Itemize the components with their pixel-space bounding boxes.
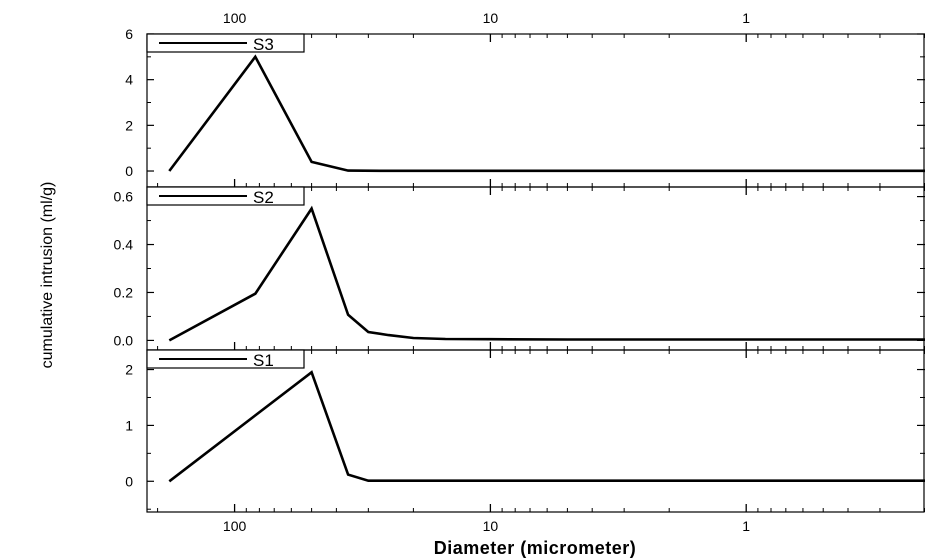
y-tick-label: 0 bbox=[125, 473, 133, 489]
top-x-tick-label: 100 bbox=[223, 10, 247, 26]
x-axis-title: Diameter (micrometer) bbox=[434, 538, 637, 558]
y-tick-label: 0 bbox=[125, 163, 133, 179]
y-tick-label: 1 bbox=[125, 417, 133, 433]
y-tick-label: 0.2 bbox=[114, 284, 134, 300]
top-x-tick-label: 1 bbox=[742, 10, 750, 26]
panel-top: 0 2 4 6 S3 bbox=[125, 26, 925, 188]
y-tick-label: 6 bbox=[125, 26, 133, 42]
panel-frame bbox=[146, 186, 925, 351]
series-line-s3 bbox=[168, 54, 925, 173]
y-axis-title: cumulative intrusion (ml/g) bbox=[39, 182, 56, 369]
chart-panels: 0 2 4 6 S3 0.0 0.2 0.4 0.6 S2 0 1 2 S1 bbox=[114, 26, 925, 513]
y-tick-label: 0.4 bbox=[114, 237, 134, 253]
legend-label: S2 bbox=[253, 188, 274, 207]
panel-bottom: 0 1 2 S1 bbox=[125, 349, 925, 513]
legend-s3: S3 bbox=[146, 33, 305, 54]
panel-frame bbox=[146, 349, 925, 513]
bottom-x-tick-label: 100 bbox=[223, 518, 247, 534]
legend-label: S1 bbox=[253, 351, 274, 370]
y-tick-label: 2 bbox=[125, 117, 133, 133]
y-tick-label: 0.0 bbox=[114, 332, 134, 348]
y-tick-label: 4 bbox=[125, 72, 133, 88]
bottom-x-tick-label: 1 bbox=[742, 518, 750, 534]
legend-s2: S2 bbox=[146, 186, 305, 207]
y-tick-label: 0.6 bbox=[114, 189, 134, 205]
bottom-x-tick-labels: 100 10 1 bbox=[223, 518, 750, 534]
series-line-s2 bbox=[168, 205, 925, 342]
top-x-tick-label: 10 bbox=[483, 10, 499, 26]
bottom-x-tick-label: 10 bbox=[483, 518, 499, 534]
panel-middle: 0.0 0.2 0.4 0.6 S2 bbox=[114, 186, 925, 351]
top-x-tick-labels: 100 10 1 bbox=[223, 10, 750, 26]
legend-label: S3 bbox=[253, 35, 274, 54]
y-tick-label: 2 bbox=[125, 362, 133, 378]
legend-s1: S1 bbox=[146, 349, 305, 370]
panel-frame bbox=[146, 33, 925, 188]
series-line-s1 bbox=[168, 370, 925, 483]
